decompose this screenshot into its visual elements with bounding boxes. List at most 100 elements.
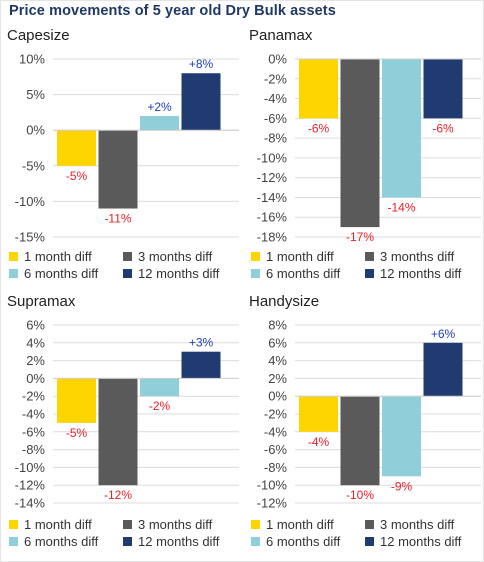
legend-item-6-months-diff: 6 months diff <box>9 266 98 281</box>
panamax-bar-12-months-diff <box>423 59 463 119</box>
legend-item-12-months-diff: 12 months diff <box>365 266 461 281</box>
page-title: Price movements of 5 year old Dry Bulk a… <box>9 3 336 19</box>
legend-label: 3 months diff <box>138 517 213 532</box>
capesize-value-label: +8% <box>189 57 214 71</box>
legend-label: 6 months diff <box>266 534 341 549</box>
legend-label: 6 months diff <box>24 534 99 549</box>
panamax-title: Panamax <box>249 27 313 44</box>
handysize-chart: 8% 6% 4% 2% 0% -2% -4% -6% -8% -10% -12% -4% -10% -9%… <box>247 293 484 553</box>
handysize-value-label: -9% <box>391 479 413 493</box>
legend-swatch <box>123 520 132 529</box>
legend-swatch <box>365 537 374 546</box>
handysize-bar-1-month-diff <box>299 396 338 432</box>
panamax-value-label: -14% <box>387 200 415 214</box>
panamax-ytick-label: -10% <box>257 150 288 165</box>
handysize-plot: 8% 6% 4% 2% 0% -2% -4% -6% -8% -10% -12% -4% -10% -9%… <box>257 318 481 511</box>
handysize-ytick-label: -8% <box>264 460 288 475</box>
legend-label: 12 months diff <box>138 266 220 281</box>
panamax-ytick-label: -16% <box>257 210 288 225</box>
legend-swatch <box>9 252 18 261</box>
legend-label: 12 months diff <box>138 534 220 549</box>
panamax-ytick-label: -12% <box>257 170 288 185</box>
panamax-value-label: -6% <box>308 121 330 135</box>
handysize-ytick-label: 4% <box>268 353 287 368</box>
legend-item-1-month-diff: 1 month diff <box>9 249 92 264</box>
legend-label: 1 month diff <box>24 517 92 532</box>
handysize-value-label: -10% <box>346 488 374 502</box>
capesize-bar-6-months-diff <box>140 115 179 131</box>
panamax-ytick-label: -4% <box>264 91 288 106</box>
supramax-bar-6-months-diff <box>140 378 179 397</box>
capesize-value-label: -5% <box>66 169 88 183</box>
legend-item-3-months-diff: 3 months diff <box>123 249 212 264</box>
supramax-value-label: -12% <box>104 488 132 502</box>
supramax-ytick-label: -12% <box>15 478 46 493</box>
legend-label: 12 months diff <box>380 534 462 549</box>
supramax-value-label: -2% <box>149 399 171 413</box>
handysize-value-label: -4% <box>308 435 330 449</box>
legend-swatch <box>251 252 260 261</box>
legend-swatch <box>9 520 18 529</box>
supramax-ytick-label: -2% <box>22 389 46 404</box>
legend-swatch <box>365 269 374 278</box>
legend-item-12-months-diff: 12 months diff <box>123 266 219 281</box>
supramax-ytick-label: -8% <box>22 442 46 457</box>
supramax-ytick-label: -6% <box>22 424 46 439</box>
legend-item-12-months-diff: 12 months diff <box>123 534 219 549</box>
legend-swatch <box>123 269 132 278</box>
legend-swatch <box>123 537 132 546</box>
supramax-ytick-label: -10% <box>15 460 46 475</box>
legend-swatch <box>9 537 18 546</box>
legend-swatch <box>365 520 374 529</box>
handysize-ytick-label: -2% <box>264 407 288 422</box>
supramax-plot: 6% 4% 2% 0% -2% -4% -6% -8% -10% -12% -14% -5% -12% -… <box>15 318 239 511</box>
supramax-bar-3-months-diff <box>98 378 138 486</box>
legend-label: 6 months diff <box>266 266 341 281</box>
legend-swatch <box>365 252 374 261</box>
handysize-value-label: +6% <box>431 327 456 341</box>
handysize-ytick-label: 2% <box>268 371 287 386</box>
handysize-bar-3-months-diff <box>340 396 380 486</box>
capesize-value-label: -11% <box>104 212 131 226</box>
supramax-bar-12-months-diff <box>181 351 221 379</box>
legend-item-1-month-diff: 1 month diff <box>9 517 92 532</box>
supramax-ytick-label: -14% <box>15 496 46 511</box>
legend-item-6-months-diff: 6 months diff <box>251 534 340 549</box>
legend-swatch <box>251 537 260 546</box>
legend-label: 1 month diff <box>266 517 334 532</box>
capesize-ytick-label: 0% <box>26 123 45 138</box>
supramax-bar-1-month-diff <box>57 378 96 423</box>
legend-item-6-months-diff: 6 months diff <box>9 534 98 549</box>
legend-label: 12 months diff <box>380 266 462 281</box>
handysize-ytick-label: -12% <box>257 496 288 511</box>
legend-label: 6 months diff <box>24 266 99 281</box>
legend-item-6-months-diff: 6 months diff <box>251 266 340 281</box>
legend-label: 3 months diff <box>380 517 455 532</box>
legend-swatch <box>251 269 260 278</box>
capesize-value-label: +2% <box>147 100 172 114</box>
legend-label: 3 months diff <box>138 249 213 264</box>
handysize-title: Handysize <box>249 293 320 310</box>
panamax-ytick-label: -18% <box>257 230 288 245</box>
handysize-bar-6-months-diff <box>382 396 421 477</box>
supramax-value-label: -5% <box>66 426 88 440</box>
legend-label: 1 month diff <box>24 249 92 264</box>
capesize-bar-12-months-diff <box>181 73 221 131</box>
supramax-ytick-label: -4% <box>22 407 46 422</box>
supramax-chart: 6% 4% 2% 0% -2% -4% -6% -8% -10% -12% -14% -5% -12% -… <box>5 293 243 553</box>
legend-label: 3 months diff <box>380 249 455 264</box>
supramax-value-label: +3% <box>189 336 214 350</box>
panamax-ytick-label: -2% <box>264 71 288 86</box>
panamax-ytick-label: -8% <box>264 131 288 146</box>
panamax-chart: 0% -2% -4% -6% -8% -10% -12% -14% -16% -18% -6% -17… <box>247 27 484 287</box>
legend-item-3-months-diff: 3 months diff <box>123 517 212 532</box>
handysize-bar-12-months-diff <box>423 342 463 397</box>
legend-item-1-month-diff: 1 month diff <box>251 517 334 532</box>
capesize-ytick-label: 10% <box>19 52 45 67</box>
capesize-plot: 10% 5% 0% -5% -10% -15% -5% -11% +2% +8% <box>15 52 239 245</box>
handysize-ytick-label: -6% <box>264 442 288 457</box>
capesize-bar-3-months-diff <box>98 130 138 209</box>
capesize-title: Capesize <box>7 27 70 44</box>
panamax-ytick-label: 0% <box>268 52 287 67</box>
